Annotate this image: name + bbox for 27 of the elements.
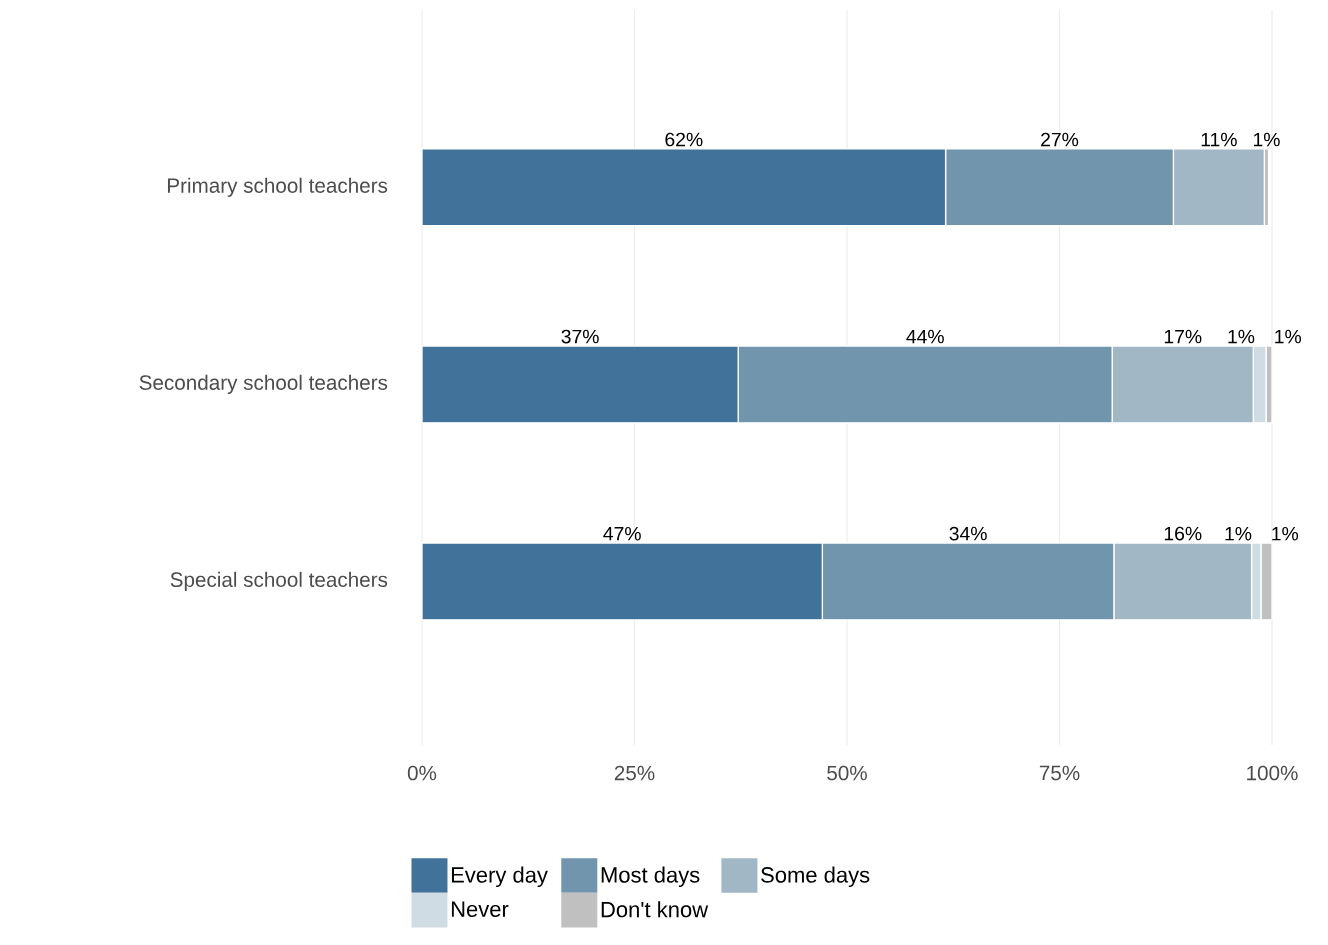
data-label: 1% — [1272, 526, 1299, 541]
data-label: 1% — [1228, 329, 1255, 344]
data-label: 1% — [1253, 132, 1280, 147]
data-label: 1% — [1225, 526, 1252, 541]
legend-label: Most days — [601, 866, 700, 888]
data-label: 16% — [1164, 526, 1202, 541]
legend-label: Some days — [761, 866, 870, 888]
x-tick-label: 25% — [614, 765, 655, 781]
legend-label: Never — [451, 901, 509, 917]
data-label: 1% — [1275, 329, 1302, 344]
data-label: 17% — [1164, 329, 1202, 344]
data-label: 47% — [603, 526, 641, 541]
data-label: 62% — [665, 132, 703, 147]
y-tick-label: Primary school teachers — [167, 177, 388, 197]
data-label: 37% — [561, 329, 599, 344]
data-label: 34% — [949, 526, 987, 541]
data-label: 44% — [906, 329, 944, 344]
x-tick-label: 100% — [1247, 765, 1298, 781]
y-tick-label: Secondary school teachers — [139, 374, 388, 395]
y-tick-label: Special school teachers — [170, 571, 388, 592]
data-label: 11% — [1201, 132, 1237, 147]
x-tick-label: 0% — [407, 765, 437, 781]
legend-label: Every day — [451, 866, 548, 888]
x-tick-label: 50% — [827, 765, 867, 781]
x-tick-label: 75% — [1039, 765, 1080, 781]
legend-label: Don't know — [601, 901, 709, 918]
data-label: 27% — [1041, 132, 1079, 147]
